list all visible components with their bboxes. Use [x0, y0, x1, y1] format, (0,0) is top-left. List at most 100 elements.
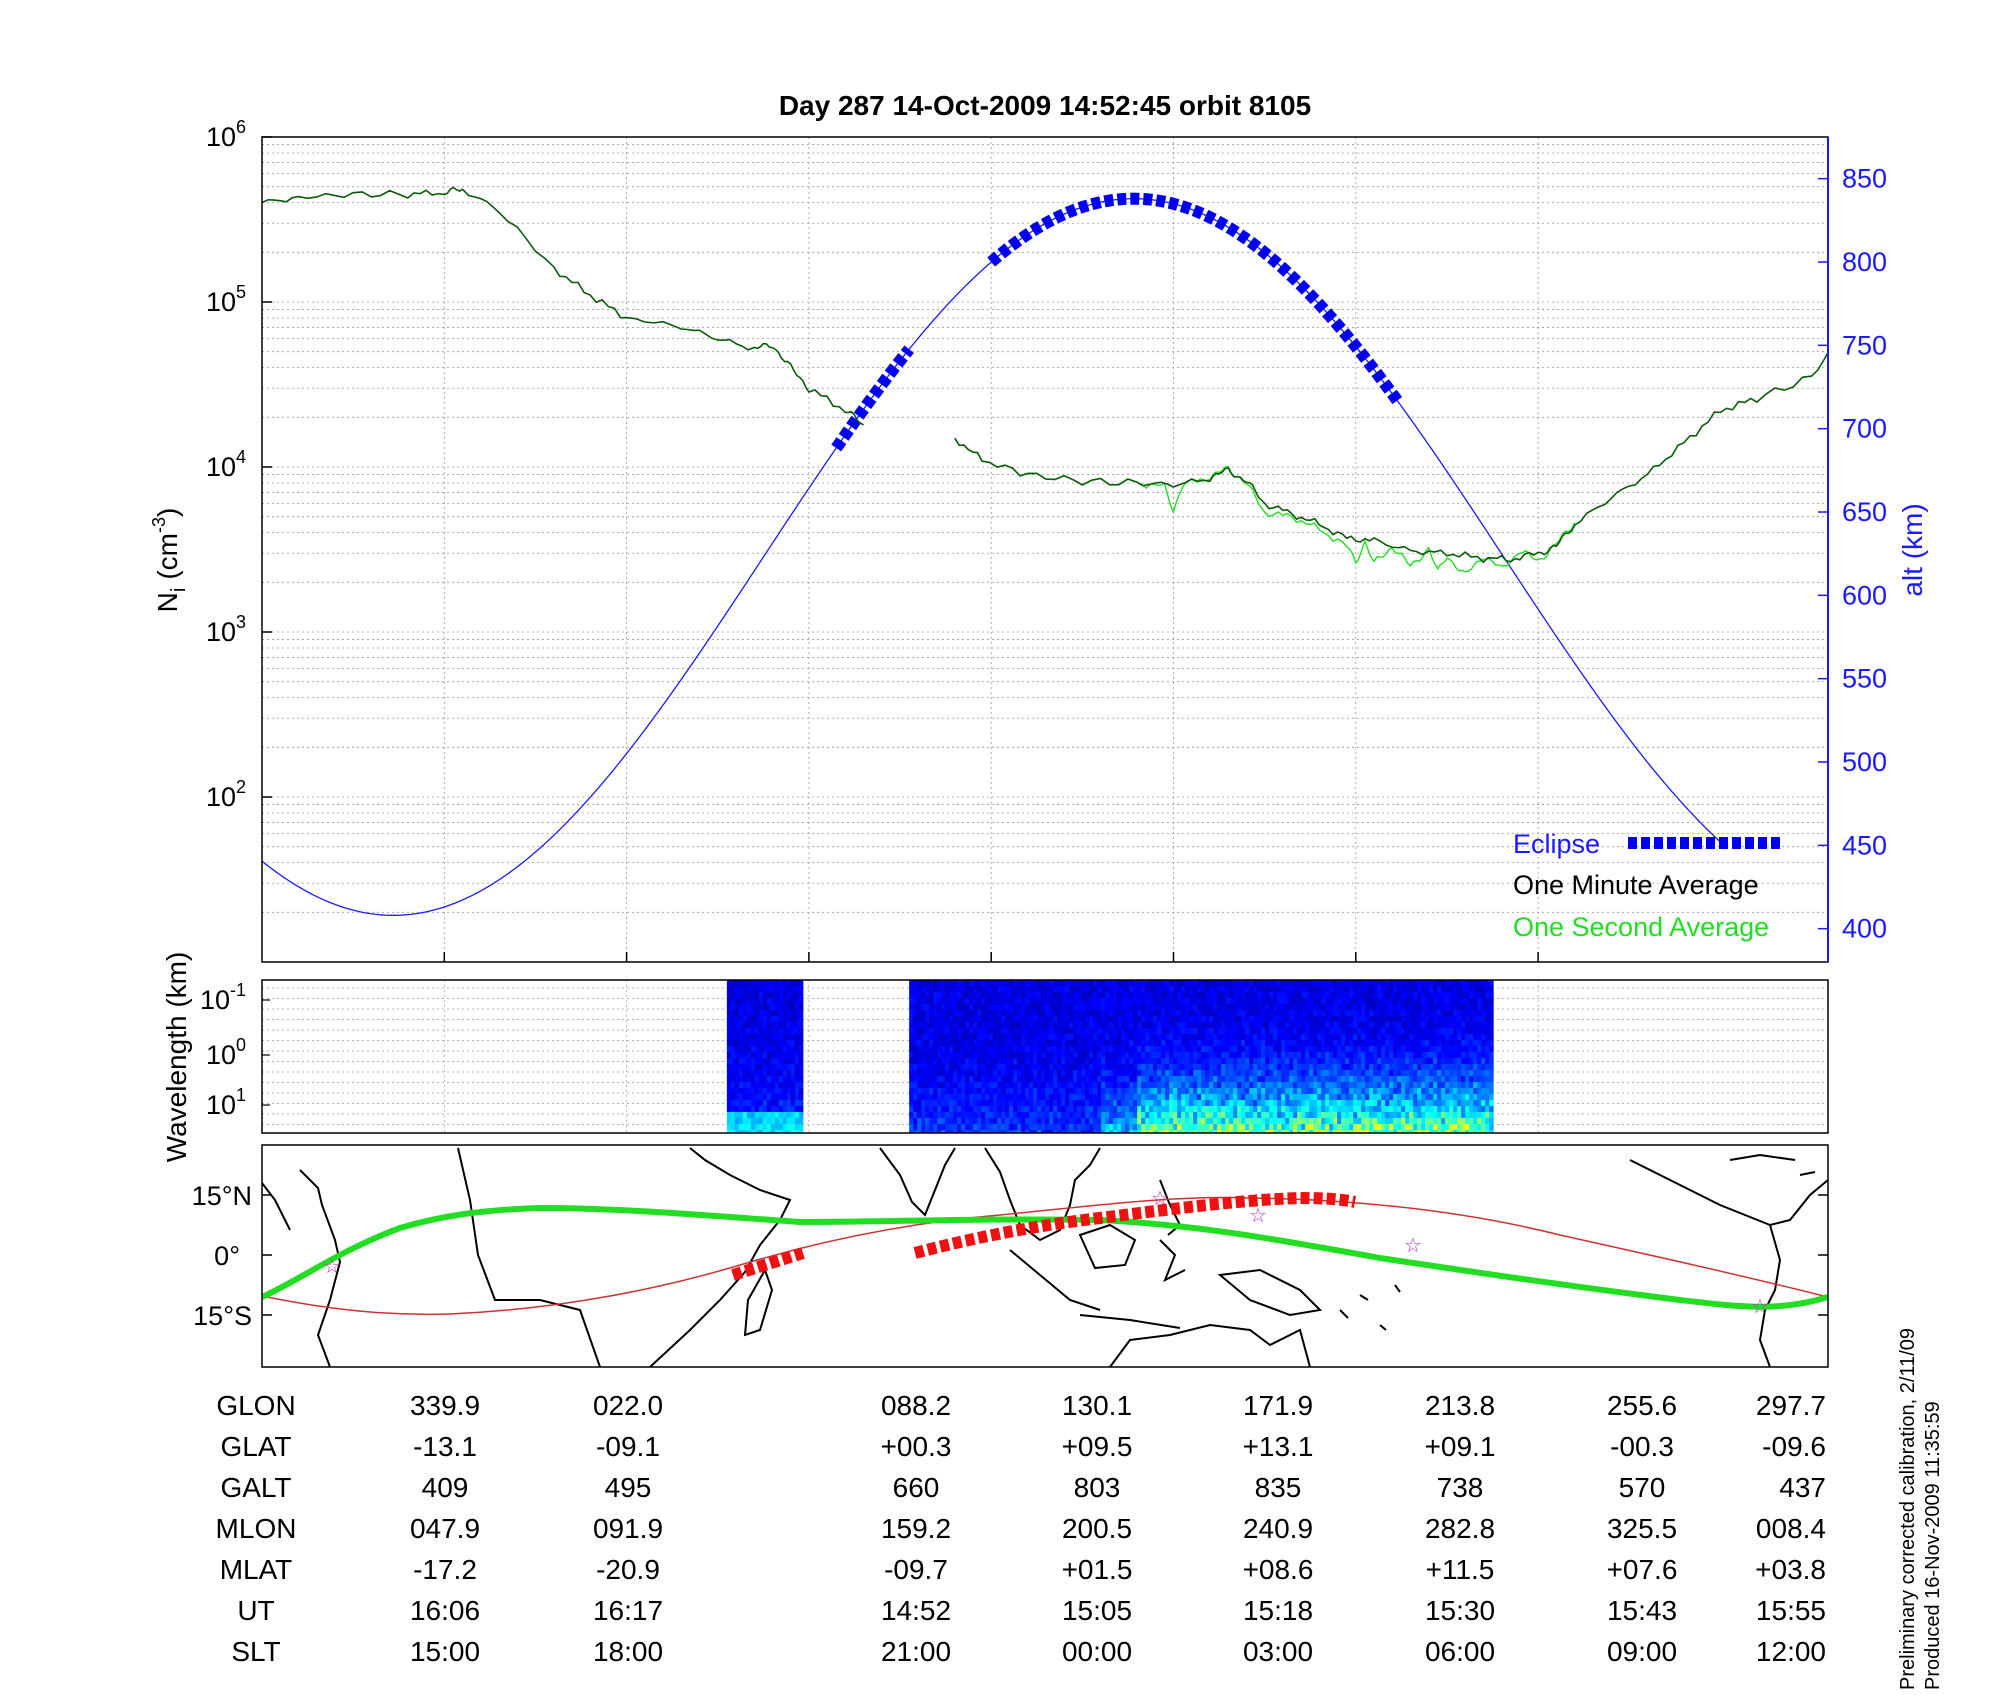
- spectrogram-cell: [1353, 998, 1358, 1005]
- spectrogram-cell: [977, 1088, 982, 1095]
- spectrogram-cell: [1353, 1052, 1358, 1059]
- spectrogram-cell: [1453, 1106, 1458, 1113]
- spectrogram-cell: [758, 1004, 764, 1011]
- spectrogram-cell: [997, 1082, 1002, 1089]
- spectrogram-cell: [1141, 1076, 1146, 1083]
- map-panel: ☆ ☆ ☆ ☆ ☆ 15°N 0° 15°S: [192, 1144, 1829, 1368]
- spectrogram-cell: [1173, 1010, 1178, 1017]
- spectrogram-cell: [993, 1094, 998, 1101]
- spectrogram-cell: [1381, 1076, 1386, 1083]
- spectrogram-cell: [1025, 1016, 1030, 1023]
- spectrogram-cell: [1033, 1124, 1038, 1131]
- spectrogram-cell: [1317, 1004, 1322, 1011]
- spectrogram-cell: [1273, 1052, 1278, 1059]
- spectrogram-cell: [1241, 1118, 1246, 1125]
- spectrogram-cell: [1125, 1124, 1130, 1131]
- spectrogram-cell: [1061, 1046, 1066, 1053]
- spectrogram-cell: [754, 1010, 760, 1017]
- spectrogram-cell: [1057, 1106, 1062, 1113]
- spectrogram-cell: [1017, 980, 1022, 987]
- spectrogram-cell: [1077, 1130, 1082, 1133]
- spectrogram-cell: [1369, 986, 1374, 993]
- spectrogram-cell: [1029, 1124, 1034, 1131]
- spectrogram-cell: [1245, 1040, 1250, 1047]
- spectrogram-cell: [1429, 1082, 1434, 1089]
- spectrogram-cell: [1297, 1076, 1302, 1083]
- spectrogram-cell: [993, 1076, 998, 1083]
- spectrogram-cell: [1005, 1022, 1010, 1029]
- spectrogram-cell: [1217, 992, 1222, 999]
- spectrogram-cell: [1097, 1052, 1102, 1059]
- spectrogram-cell: [1205, 980, 1210, 987]
- spectrogram-cell: [1257, 1004, 1262, 1011]
- spectrogram-cell: [929, 1010, 934, 1017]
- spectrogram-cell: [1381, 1004, 1386, 1011]
- spectrogram-cell: [1377, 1070, 1382, 1077]
- spectrogram-cell: [1473, 1010, 1478, 1017]
- spectrogram-cell: [1425, 1082, 1430, 1089]
- spectrogram-cell: [1409, 1088, 1414, 1095]
- spectrogram-cell: [1085, 980, 1090, 987]
- spectrogram-cell: [977, 1058, 982, 1065]
- spectrogram-cell: [1413, 1076, 1418, 1083]
- spectrogram-cell: [1205, 1124, 1210, 1131]
- spectrogram-cell: [1409, 1064, 1414, 1071]
- spectrogram-cell: [1297, 1106, 1302, 1113]
- spectrogram-cell: [1293, 1076, 1298, 1083]
- spectrogram-cell: [1205, 1106, 1210, 1113]
- spectrogram-cell: [941, 1010, 946, 1017]
- spectrogram-cell: [1181, 1022, 1186, 1029]
- spectrogram-cell: [1445, 1124, 1450, 1131]
- spectrogram-cell: [1421, 1040, 1426, 1047]
- spectrogram-cell: [1409, 1070, 1414, 1077]
- spectrogram-cell: [1357, 1016, 1362, 1023]
- spectrogram-cell: [913, 986, 918, 993]
- spectrogram-cell: [1101, 1130, 1106, 1133]
- spectrogram-cell: [1393, 1052, 1398, 1059]
- spectrogram-cell: [1209, 998, 1214, 1005]
- spectrogram-cell: [1049, 986, 1054, 993]
- spectrogram-cell: [961, 1052, 966, 1059]
- spectrogram-cell: [1357, 1028, 1362, 1035]
- spectrogram-cell: [953, 1058, 958, 1065]
- spectrogram-cell: [774, 1112, 780, 1119]
- spectrogram-cell: [1449, 1052, 1454, 1059]
- spectrogram-cell: [1173, 1028, 1178, 1035]
- spectrogram-cell: [742, 1130, 748, 1133]
- spectrogram-cell: [1101, 1106, 1106, 1113]
- spectrogram-cell: [1097, 992, 1102, 999]
- spectrogram-cell: [1153, 1028, 1158, 1035]
- spectrogram-cell: [1145, 1124, 1150, 1131]
- spectrogram-cell: [1057, 1130, 1062, 1133]
- spectrogram-cell: [1185, 1064, 1190, 1071]
- spectrogram-cell: [1021, 992, 1026, 999]
- spectrogram-cell: [1425, 1094, 1430, 1101]
- spectrogram-cell: [1113, 992, 1118, 999]
- spectrogram-cell: [913, 1118, 918, 1125]
- spectrogram-cell: [1133, 1058, 1138, 1065]
- spectrogram-cell: [1113, 1094, 1118, 1101]
- spectrogram-cell: [969, 1064, 974, 1071]
- spectrogram-cell: [1065, 1088, 1070, 1095]
- table-cell: 022.0: [593, 1390, 663, 1421]
- spectrogram-cell: [1029, 1106, 1034, 1113]
- spectrogram-cell: [1457, 1106, 1462, 1113]
- spectrogram-cell: [1377, 1118, 1382, 1125]
- table-cell: -00.3: [1610, 1431, 1674, 1462]
- spectrogram-cell: [977, 1034, 982, 1041]
- spectrogram-cell: [1253, 1082, 1258, 1089]
- spectrogram-cell: [1385, 1082, 1390, 1089]
- spectrogram-cell: [1013, 1022, 1018, 1029]
- spectrogram-cell: [1413, 1016, 1418, 1023]
- spectrogram-cell: [953, 1004, 958, 1011]
- spectrogram-cell: [1073, 1124, 1078, 1131]
- spectrogram-cell: [762, 1010, 768, 1017]
- eclipse-segment-2: [987, 192, 1405, 408]
- spectrogram-cell: [778, 1088, 784, 1095]
- spectrogram-cell: [1153, 998, 1158, 1005]
- spectrogram-cell: [1397, 1088, 1402, 1095]
- spectrogram-cell: [917, 1076, 922, 1083]
- spectrogram-cell: [778, 980, 784, 987]
- spectrogram-cell: [1429, 998, 1434, 1005]
